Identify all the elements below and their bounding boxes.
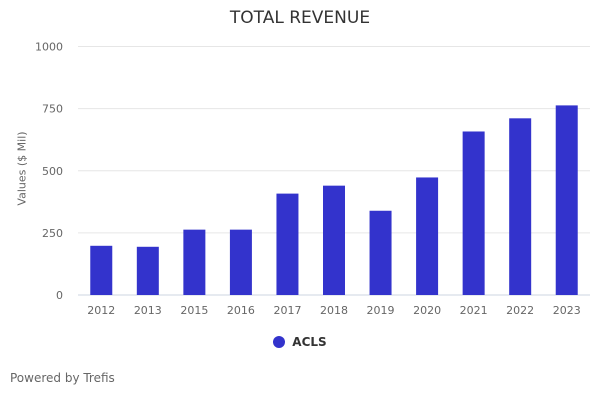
bar-2016	[229, 229, 252, 295]
powered-by-credit: Powered by Trefis	[10, 371, 115, 385]
legend-label: ACLS	[292, 335, 327, 349]
x-tick-label: 2022	[506, 304, 534, 317]
y-tick-label: 1000	[35, 41, 63, 54]
y-tick-label: 500	[42, 165, 63, 178]
x-tick-label: 2016	[227, 304, 255, 317]
bar-2022	[509, 118, 532, 295]
y-tick-label: 750	[42, 103, 63, 116]
bar-2020	[416, 177, 439, 295]
bar-2019	[369, 210, 392, 295]
x-tick-label: 2017	[273, 304, 301, 317]
x-tick-label: 2018	[320, 304, 348, 317]
x-tick-label: 2015	[180, 304, 208, 317]
x-tick-label: 2021	[460, 304, 488, 317]
bar-2023	[555, 105, 578, 295]
bar-2013	[136, 246, 159, 295]
bar-2015	[183, 229, 206, 295]
chart-title: TOTAL REVENUE	[229, 8, 371, 28]
legend[interactable]: ACLS	[0, 335, 600, 349]
y-tick-label: 0	[56, 289, 63, 302]
x-tick-label: 2020	[413, 304, 441, 317]
bar-2012	[90, 245, 113, 295]
x-tick-label: 2012	[87, 304, 115, 317]
bar-2017	[276, 193, 299, 295]
bar-2021	[462, 131, 485, 295]
y-tick-label: 250	[42, 227, 63, 240]
x-tick-label: 2023	[553, 304, 581, 317]
legend-marker	[273, 336, 286, 348]
bar-2018	[323, 185, 345, 295]
x-tick-label: 2019	[367, 304, 395, 317]
x-tick-label: 2013	[134, 304, 162, 317]
